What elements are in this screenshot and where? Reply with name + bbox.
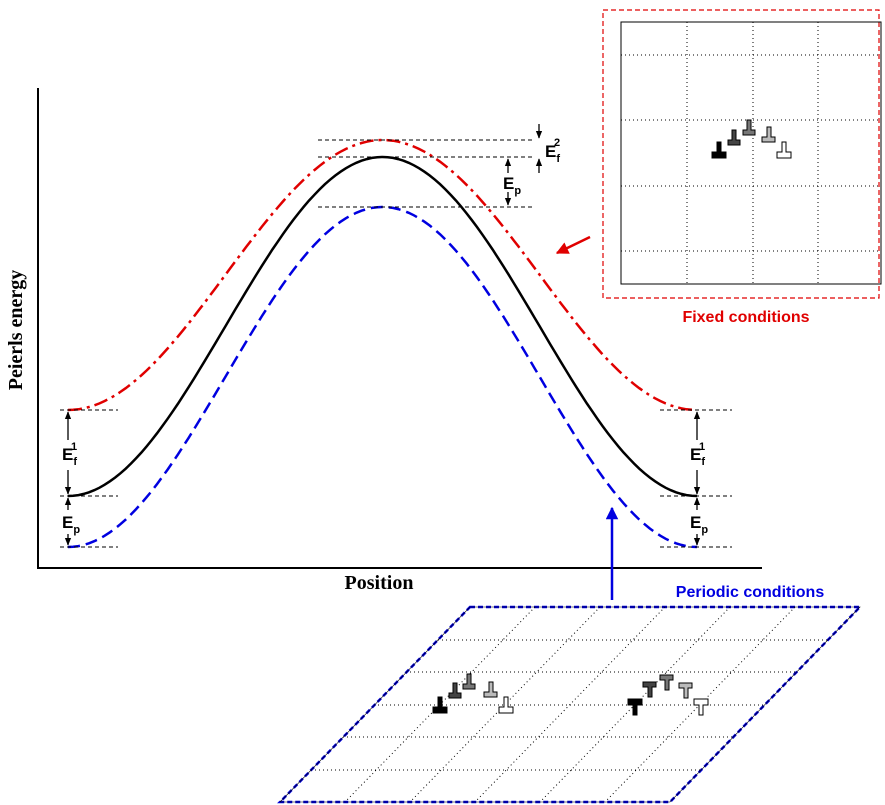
periodic-dislocation-symbols-left: [432, 673, 514, 714]
ef2-top-label: Ef2: [545, 137, 560, 165]
fixed-conditions-inset: Fixed conditions: [602, 9, 882, 326]
fixed-inset-box: [620, 21, 882, 285]
periodic-conditions-inset: Periodic conditions: [277, 584, 863, 804]
fixed-pointer-arrow: [555, 235, 591, 255]
fixed-dislocation-symbols: [711, 119, 792, 159]
ef1-right-label: Ef1: [690, 441, 705, 468]
ef1-left-label: Ef1: [62, 441, 77, 468]
fixed-conditions-caption: Fixed conditions: [682, 309, 809, 326]
ep-top-label: Ep: [503, 174, 521, 197]
top-energy-arrows: [504, 124, 543, 206]
y-axis-label: Peierls energy: [5, 270, 27, 391]
periodic-conditions-caption: Periodic conditions: [676, 584, 825, 601]
fixed-inset-border: [602, 9, 880, 299]
periodic-dislocation-symbols-right: [627, 674, 709, 716]
x-axis-label: Position: [345, 572, 414, 594]
ep-left-label: Ep: [62, 513, 80, 536]
reference-lines: [60, 139, 732, 548]
fixed-conditions-curve: [67, 138, 698, 412]
ep-right-label: Ep: [690, 513, 708, 536]
